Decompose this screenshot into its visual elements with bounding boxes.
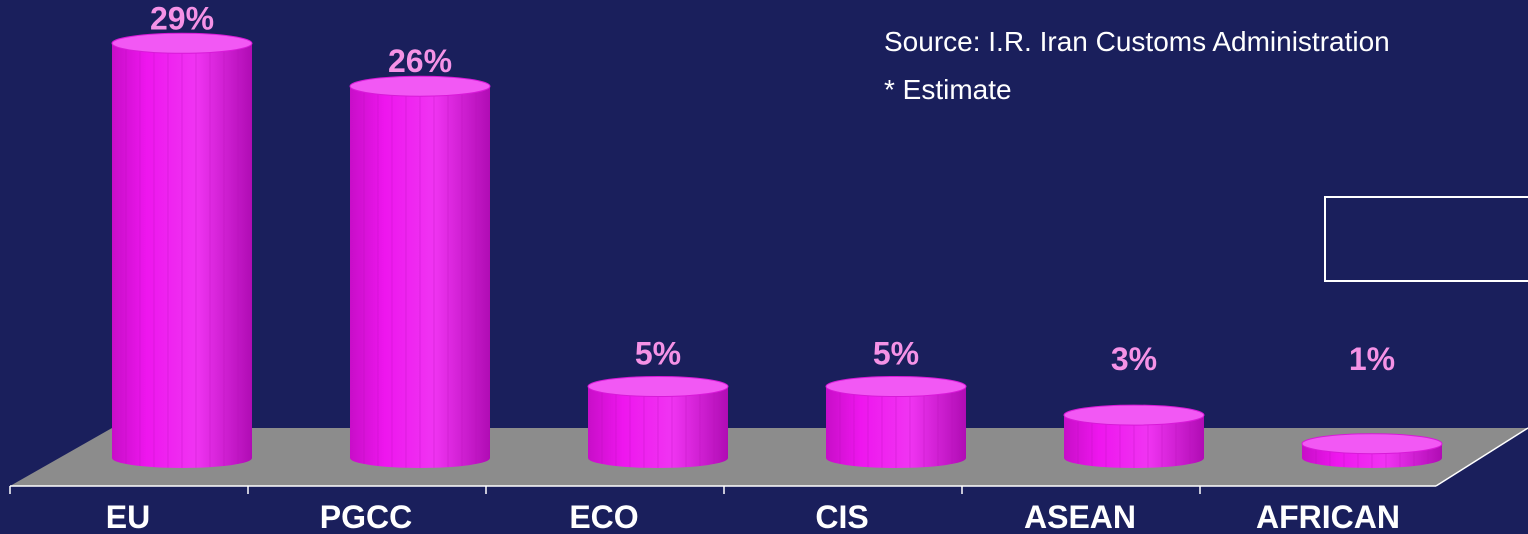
category-label-asean: ASEAN [1024,499,1136,534]
legend-box [1324,196,1528,282]
value-label-eco: 5% [635,336,681,372]
category-label-african: AFRICAN [1256,499,1400,534]
value-label-african: 1% [1349,341,1395,377]
bar-african [1301,433,1443,468]
bar-asean [1063,404,1205,468]
source-note-line-1: Source: I.R. Iran Customs Administration [884,26,1390,57]
chart-floor-edge [1435,427,1528,487]
bar-eco [587,376,729,468]
bar-pgcc [349,75,491,468]
value-labels: 29% 26% 5% 5% 3% 1% [150,0,1395,377]
category-label-pgcc: PGCC [320,499,412,534]
value-label-eu: 29% [150,0,214,36]
bar-eu [111,32,253,468]
bar-series [111,32,1443,468]
value-label-asean: 3% [1111,341,1157,377]
value-label-cis: 5% [873,336,919,372]
source-note-line-2: * Estimate [884,74,1012,105]
value-label-pgcc: 26% [388,43,452,79]
x-axis-ticks [9,486,1201,494]
category-label-cis: CIS [815,499,868,534]
category-label-eco: ECO [569,499,638,534]
bar-cis [825,376,967,468]
category-label-eu: EU [106,499,150,534]
category-labels: EU PGCC ECO CIS ASEAN AFRICAN [106,499,1400,534]
